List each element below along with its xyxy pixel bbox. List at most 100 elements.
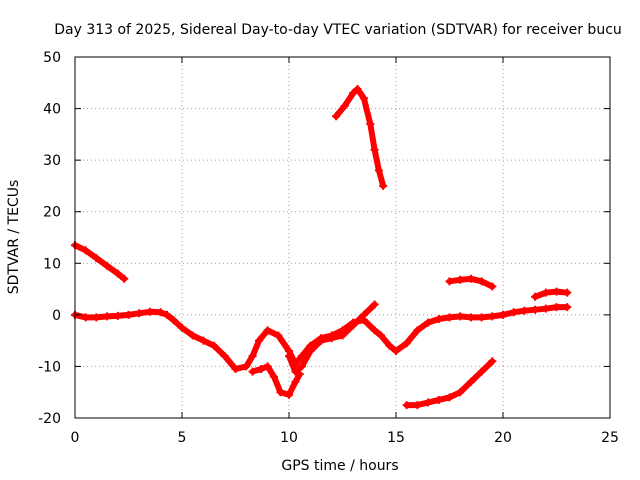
data-point	[81, 246, 90, 255]
data-point	[178, 323, 186, 332]
x-axis-label: GPS time / hours	[281, 458, 398, 474]
tick-labels: 0 5 10 15 20 25 -20 -10 0 10 20 30 40 50	[38, 50, 619, 446]
data-point	[103, 261, 112, 270]
x-tick-label: 10	[280, 430, 298, 446]
data-point	[477, 313, 486, 322]
data-point	[163, 310, 172, 319]
y-tick-label: -10	[38, 359, 61, 375]
data-point	[92, 313, 101, 322]
data-point	[210, 341, 219, 350]
data-point	[541, 304, 550, 313]
x-tick-label: 20	[494, 430, 512, 446]
data-point	[359, 310, 368, 319]
data-point	[257, 365, 266, 374]
data-point	[248, 352, 257, 361]
data-point	[263, 362, 272, 371]
data-point	[456, 388, 465, 397]
data-point	[220, 352, 229, 361]
data-point	[413, 326, 422, 335]
data-point	[466, 274, 475, 283]
data-point	[385, 341, 394, 350]
data-point	[297, 362, 306, 371]
y-axis-label: SDTVAR / TECUs	[6, 180, 22, 295]
y-tick-label: 0	[52, 308, 61, 324]
x-tick-label: 0	[71, 430, 80, 446]
data-point	[199, 336, 208, 345]
data-point	[424, 398, 433, 407]
data-point	[370, 145, 379, 154]
data-point	[488, 357, 497, 366]
data-point	[392, 346, 400, 355]
data-point	[531, 305, 540, 314]
chart-title: Day 313 of 2025, Sidereal Day-to-day VTE…	[54, 22, 622, 38]
data-point	[509, 308, 518, 317]
data-point	[169, 316, 178, 325]
data-point	[370, 326, 379, 335]
data-point	[434, 395, 443, 404]
data-series	[71, 84, 572, 410]
data-point	[499, 310, 507, 319]
data-point	[456, 312, 465, 321]
series-line-seg-4	[286, 301, 378, 375]
data-point	[349, 321, 358, 330]
data-point	[255, 336, 264, 345]
y-tick-label: 30	[43, 153, 61, 169]
data-point	[466, 377, 475, 386]
data-point	[291, 367, 300, 376]
data-point	[81, 313, 90, 322]
data-point	[402, 401, 411, 410]
data-point	[145, 307, 154, 316]
data-point	[156, 308, 165, 317]
data-point	[434, 314, 443, 323]
data-point	[285, 390, 293, 399]
data-point	[445, 313, 454, 322]
data-point	[263, 326, 272, 335]
series-line-seg-8	[532, 288, 571, 300]
data-point	[306, 346, 315, 355]
data-point	[520, 306, 529, 315]
y-tick-label: 40	[43, 102, 61, 118]
data-point	[231, 365, 240, 374]
x-tick-label: 15	[387, 430, 405, 446]
data-point	[359, 94, 368, 103]
data-point	[531, 292, 540, 301]
data-point	[274, 331, 283, 340]
data-point	[445, 393, 454, 402]
data-point	[488, 282, 497, 291]
y-tick-label: 50	[43, 50, 61, 66]
data-point	[563, 303, 572, 312]
data-point	[103, 312, 112, 321]
data-point	[477, 367, 486, 376]
data-point	[113, 311, 122, 320]
data-point	[92, 254, 101, 263]
data-point	[541, 288, 550, 297]
data-point	[338, 331, 347, 340]
data-point	[242, 362, 251, 371]
y-tick-label: 10	[43, 256, 61, 272]
data-point	[379, 181, 388, 190]
data-point	[113, 269, 122, 278]
data-point	[340, 101, 349, 110]
data-point	[248, 367, 257, 376]
data-point	[120, 274, 129, 283]
data-point	[424, 318, 433, 327]
data-point	[270, 372, 279, 381]
data-point	[317, 336, 326, 345]
data-point	[445, 277, 454, 286]
y-tick-label: -20	[38, 411, 61, 427]
data-point	[374, 166, 383, 175]
data-point	[413, 401, 422, 410]
data-point	[135, 309, 144, 318]
axis-ticks	[74, 56, 611, 419]
data-point	[552, 303, 561, 312]
data-point	[124, 310, 133, 319]
data-point	[291, 377, 300, 386]
data-point	[349, 89, 358, 98]
data-point	[552, 287, 561, 296]
plot-frame	[74, 56, 611, 419]
data-point	[456, 275, 465, 284]
data-point	[488, 312, 497, 321]
data-point	[466, 313, 475, 322]
